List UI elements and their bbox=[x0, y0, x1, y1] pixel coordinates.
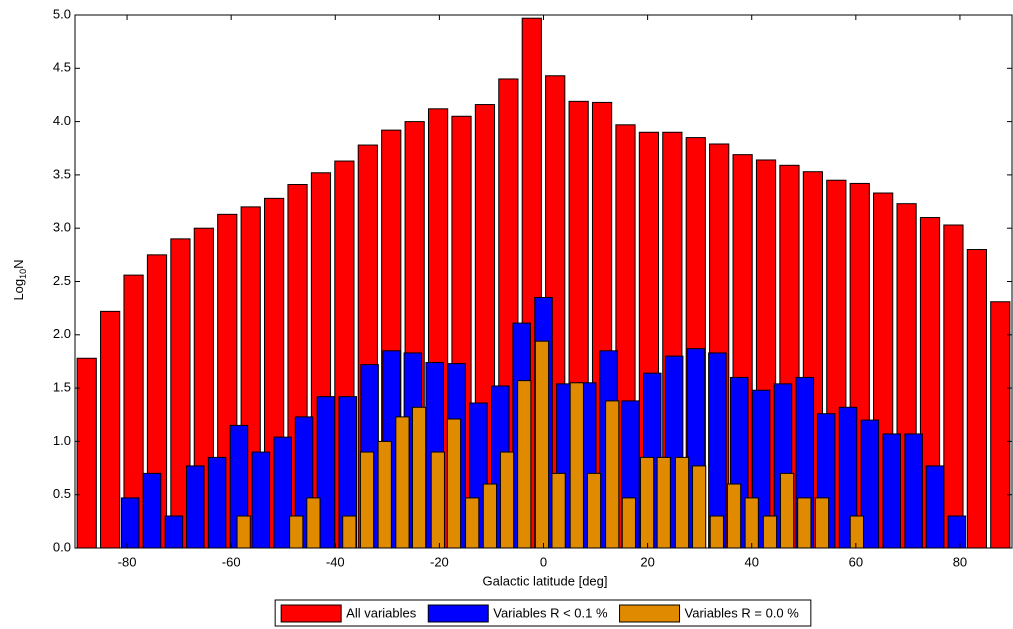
bar bbox=[882, 433, 902, 548]
bar bbox=[517, 380, 532, 548]
bar bbox=[123, 274, 144, 548]
bar bbox=[164, 515, 184, 548]
bar bbox=[411, 406, 427, 548]
bar bbox=[185, 465, 205, 548]
bar bbox=[709, 515, 724, 548]
x-tick-label: 0 bbox=[540, 554, 547, 569]
y-label-base: Log bbox=[11, 279, 26, 301]
bar bbox=[465, 497, 480, 548]
bar bbox=[621, 497, 636, 548]
legend-swatch bbox=[427, 604, 489, 623]
y-axis-label: Log10N bbox=[11, 259, 28, 300]
bar bbox=[342, 515, 357, 548]
bar bbox=[943, 224, 964, 548]
bar bbox=[142, 472, 162, 548]
bar bbox=[762, 515, 778, 548]
bar bbox=[251, 451, 271, 548]
y-tick-label: 0.5 bbox=[53, 486, 71, 501]
bar bbox=[966, 249, 987, 548]
x-tick-label: -40 bbox=[326, 554, 345, 569]
bar bbox=[674, 456, 690, 548]
legend-box bbox=[274, 599, 812, 627]
bar bbox=[744, 497, 759, 548]
bar bbox=[170, 238, 191, 548]
bar bbox=[273, 436, 292, 548]
bar bbox=[797, 497, 812, 548]
y-tick-label: 2.5 bbox=[53, 273, 71, 288]
bar bbox=[76, 357, 97, 548]
y-tick-label: 5.0 bbox=[53, 6, 71, 21]
y-tick-label: 3.0 bbox=[53, 220, 71, 235]
y-tick-label: 3.5 bbox=[53, 166, 71, 181]
x-tick-label: -80 bbox=[118, 554, 137, 569]
y-tick-label: 1.0 bbox=[53, 433, 71, 448]
y-label-sub: 10 bbox=[18, 269, 28, 279]
bar bbox=[947, 515, 967, 548]
bar bbox=[430, 451, 445, 548]
x-tick-label: 80 bbox=[953, 554, 967, 569]
y-label-rest: N bbox=[11, 259, 26, 268]
bar bbox=[904, 433, 923, 548]
legend-label: Variables R = 0.0 % bbox=[685, 605, 800, 620]
bar bbox=[656, 456, 671, 548]
bar bbox=[120, 497, 140, 548]
bar bbox=[306, 497, 321, 548]
bar bbox=[207, 456, 227, 548]
x-tick-label: 60 bbox=[849, 554, 863, 569]
x-axis-label: Galactic latitude [deg] bbox=[482, 573, 607, 588]
y-tick-label: 1.5 bbox=[53, 380, 71, 395]
bar bbox=[814, 497, 830, 548]
bar bbox=[377, 440, 392, 548]
bar bbox=[551, 472, 566, 548]
bar bbox=[569, 382, 584, 548]
bar bbox=[780, 472, 795, 548]
legend-swatch bbox=[280, 604, 342, 623]
bar bbox=[289, 515, 304, 548]
y-tick-label: 2.0 bbox=[53, 326, 71, 341]
y-tick-label: 4.5 bbox=[53, 60, 71, 75]
x-tick-label: 40 bbox=[744, 554, 758, 569]
bar bbox=[100, 310, 121, 548]
bar bbox=[990, 301, 1011, 548]
x-tick-label: -60 bbox=[222, 554, 241, 569]
legend-label: Variables R < 0.1 % bbox=[493, 605, 608, 620]
y-tick-label: 4.0 bbox=[53, 113, 71, 128]
x-tick-label: 20 bbox=[640, 554, 654, 569]
bars bbox=[76, 17, 1011, 548]
bar bbox=[482, 483, 497, 548]
bar bbox=[639, 456, 655, 548]
y-tick-label: 0.0 bbox=[53, 539, 71, 554]
bar bbox=[838, 406, 858, 548]
bar bbox=[395, 416, 410, 548]
bar bbox=[359, 451, 375, 548]
bar bbox=[236, 515, 251, 548]
bar bbox=[586, 472, 602, 548]
bar bbox=[925, 465, 945, 548]
bar bbox=[726, 483, 742, 548]
bar bbox=[692, 465, 707, 548]
bar bbox=[499, 451, 515, 548]
x-tick-label: -20 bbox=[430, 554, 449, 569]
bar bbox=[446, 418, 462, 548]
bar bbox=[605, 400, 620, 548]
legend-label: All variables bbox=[346, 605, 417, 620]
legend-swatch bbox=[619, 604, 681, 623]
bar bbox=[708, 352, 727, 548]
bar bbox=[849, 515, 864, 548]
bar bbox=[534, 340, 550, 548]
